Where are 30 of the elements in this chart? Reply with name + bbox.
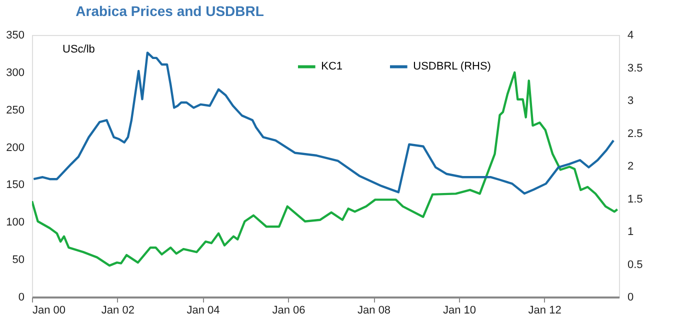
y-tick-label: 350 xyxy=(6,30,24,42)
x-tick-label: Jan 02 xyxy=(101,304,134,316)
y-tick-label: 250 xyxy=(6,104,24,116)
y-tick-label: 0 xyxy=(18,292,24,304)
y-tick-label: 300 xyxy=(6,66,24,79)
y2-tick-label: 1 xyxy=(628,226,634,238)
x-tick-label: Jan 00 xyxy=(32,304,66,316)
y-axis-title: USc/lb xyxy=(62,44,95,56)
y2-tick-label: 0.5 xyxy=(628,258,643,271)
x-tick-label: Jan 08 xyxy=(358,304,391,316)
y-tick-label: 50 xyxy=(12,254,24,266)
y2-tick-label: 2 xyxy=(628,160,634,172)
line-series xyxy=(32,71,618,267)
x-tick-label: Jan 10 xyxy=(442,304,476,316)
legend-label: USDBRL (RHS) xyxy=(413,60,491,73)
y2-tick-label: 3 xyxy=(628,95,634,107)
line-series xyxy=(32,52,615,195)
y-tick-label: 200 xyxy=(6,142,24,154)
x-tick-label: Jan 12 xyxy=(528,304,562,316)
y2-tick-label: 2.5 xyxy=(628,128,643,140)
x-tick-label: Jan 06 xyxy=(272,304,306,316)
legend-label: KC1 xyxy=(321,60,343,73)
chart-title: Arabica Prices and USDBRL xyxy=(76,3,264,19)
y2-tick-label: 0 xyxy=(628,292,634,304)
y-tick-label: 100 xyxy=(6,216,24,229)
y2-tick-label: 3.5 xyxy=(628,62,643,74)
y2-tick-label: 4 xyxy=(628,30,634,42)
y2-tick-label: 1.5 xyxy=(628,193,643,206)
x-tick-label: Jan 04 xyxy=(186,304,220,316)
y-tick-label: 150 xyxy=(6,179,24,192)
